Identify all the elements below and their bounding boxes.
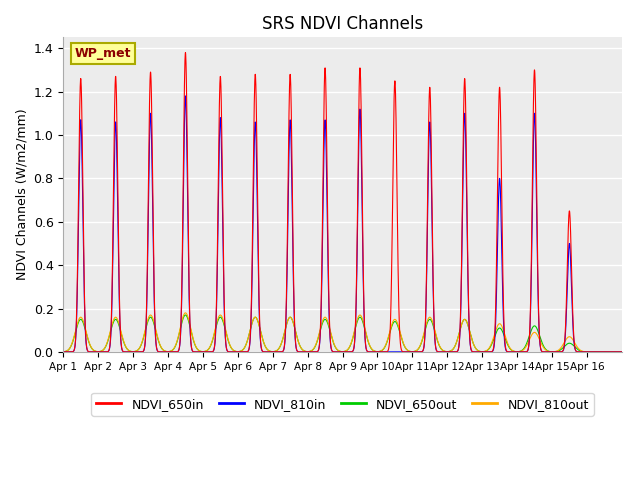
NDVI_810out bbox=[618, 349, 625, 355]
NDVI_810in bbox=[174, 349, 182, 355]
NDVI_810out bbox=[532, 331, 540, 336]
NDVI_810in bbox=[532, 203, 540, 208]
NDVI_810in bbox=[612, 349, 620, 355]
NDVI_810out bbox=[60, 349, 67, 355]
NDVI_650in bbox=[612, 349, 620, 355]
NDVI_650in bbox=[618, 349, 625, 355]
Line: NDVI_810in: NDVI_810in bbox=[63, 96, 621, 352]
NDVI_650out bbox=[612, 349, 620, 355]
NDVI_650out bbox=[174, 337, 182, 343]
Y-axis label: NDVI Channels (W/m2/mm): NDVI Channels (W/m2/mm) bbox=[15, 109, 28, 280]
Legend: NDVI_650in, NDVI_810in, NDVI_650out, NDVI_810out: NDVI_650in, NDVI_810in, NDVI_650out, NDV… bbox=[92, 393, 594, 416]
NDVI_810in bbox=[499, 304, 507, 310]
Line: NDVI_650in: NDVI_650in bbox=[63, 53, 621, 352]
Text: WP_met: WP_met bbox=[74, 47, 131, 60]
NDVI_650in bbox=[174, 349, 182, 355]
NDVI_810out bbox=[414, 346, 422, 352]
NDVI_810in bbox=[182, 93, 189, 99]
NDVI_650out bbox=[532, 325, 540, 331]
NDVI_810in bbox=[463, 248, 471, 253]
NDVI_810out bbox=[174, 336, 182, 342]
NDVI_810out bbox=[463, 321, 471, 326]
NDVI_650in bbox=[182, 50, 189, 56]
NDVI_810in bbox=[60, 349, 67, 355]
NDVI_650out bbox=[618, 349, 625, 355]
NDVI_650in bbox=[499, 281, 507, 287]
NDVI_650out bbox=[182, 312, 189, 318]
NDVI_650in bbox=[463, 233, 471, 239]
NDVI_810out bbox=[612, 349, 620, 355]
NDVI_650in bbox=[60, 349, 67, 355]
Line: NDVI_810out: NDVI_810out bbox=[63, 313, 621, 352]
NDVI_650out bbox=[463, 321, 471, 326]
NDVI_650out bbox=[499, 330, 507, 336]
NDVI_650in bbox=[414, 349, 422, 355]
NDVI_650out bbox=[414, 346, 422, 352]
Line: NDVI_650out: NDVI_650out bbox=[63, 315, 621, 352]
NDVI_650out bbox=[60, 349, 67, 355]
NDVI_810in bbox=[618, 349, 625, 355]
NDVI_810in bbox=[414, 349, 422, 355]
NDVI_650in bbox=[532, 176, 540, 181]
NDVI_810out bbox=[499, 326, 507, 332]
NDVI_810out bbox=[182, 310, 189, 316]
Title: SRS NDVI Channels: SRS NDVI Channels bbox=[262, 15, 423, 33]
